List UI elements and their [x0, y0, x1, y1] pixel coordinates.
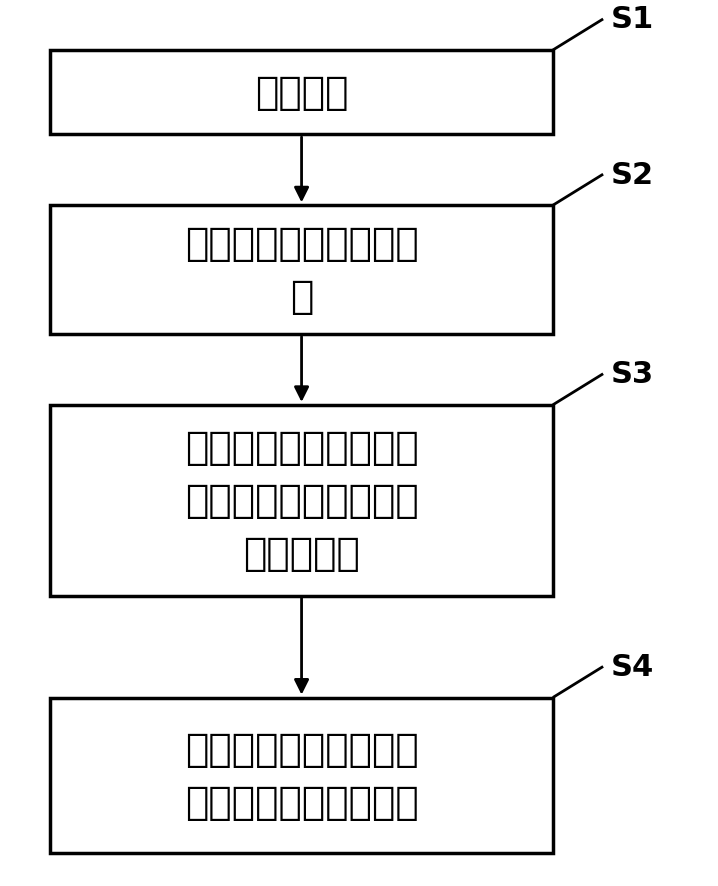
Text: 在黑矩阵本体上形成尺
寸为纳米级的多个凹槽: 在黑矩阵本体上形成尺 寸为纳米级的多个凹槽 [185, 730, 419, 820]
Text: S1: S1 [610, 5, 653, 35]
Text: 对金属材料层进行构图
工艺，形成包括黑矩阵
本体的图形: 对金属材料层进行构图 工艺，形成包括黑矩阵 本体的图形 [185, 429, 419, 572]
Text: S4: S4 [610, 652, 653, 681]
Bar [50, 406, 553, 595]
Text: 在衬底上形成金属材料
层: 在衬底上形成金属材料 层 [185, 225, 419, 315]
Text: S3: S3 [610, 360, 653, 389]
Text: S2: S2 [610, 160, 653, 190]
Text: 制作衬底: 制作衬底 [255, 74, 348, 112]
Bar [50, 698, 553, 852]
Bar [50, 206, 553, 335]
Bar [50, 51, 553, 135]
